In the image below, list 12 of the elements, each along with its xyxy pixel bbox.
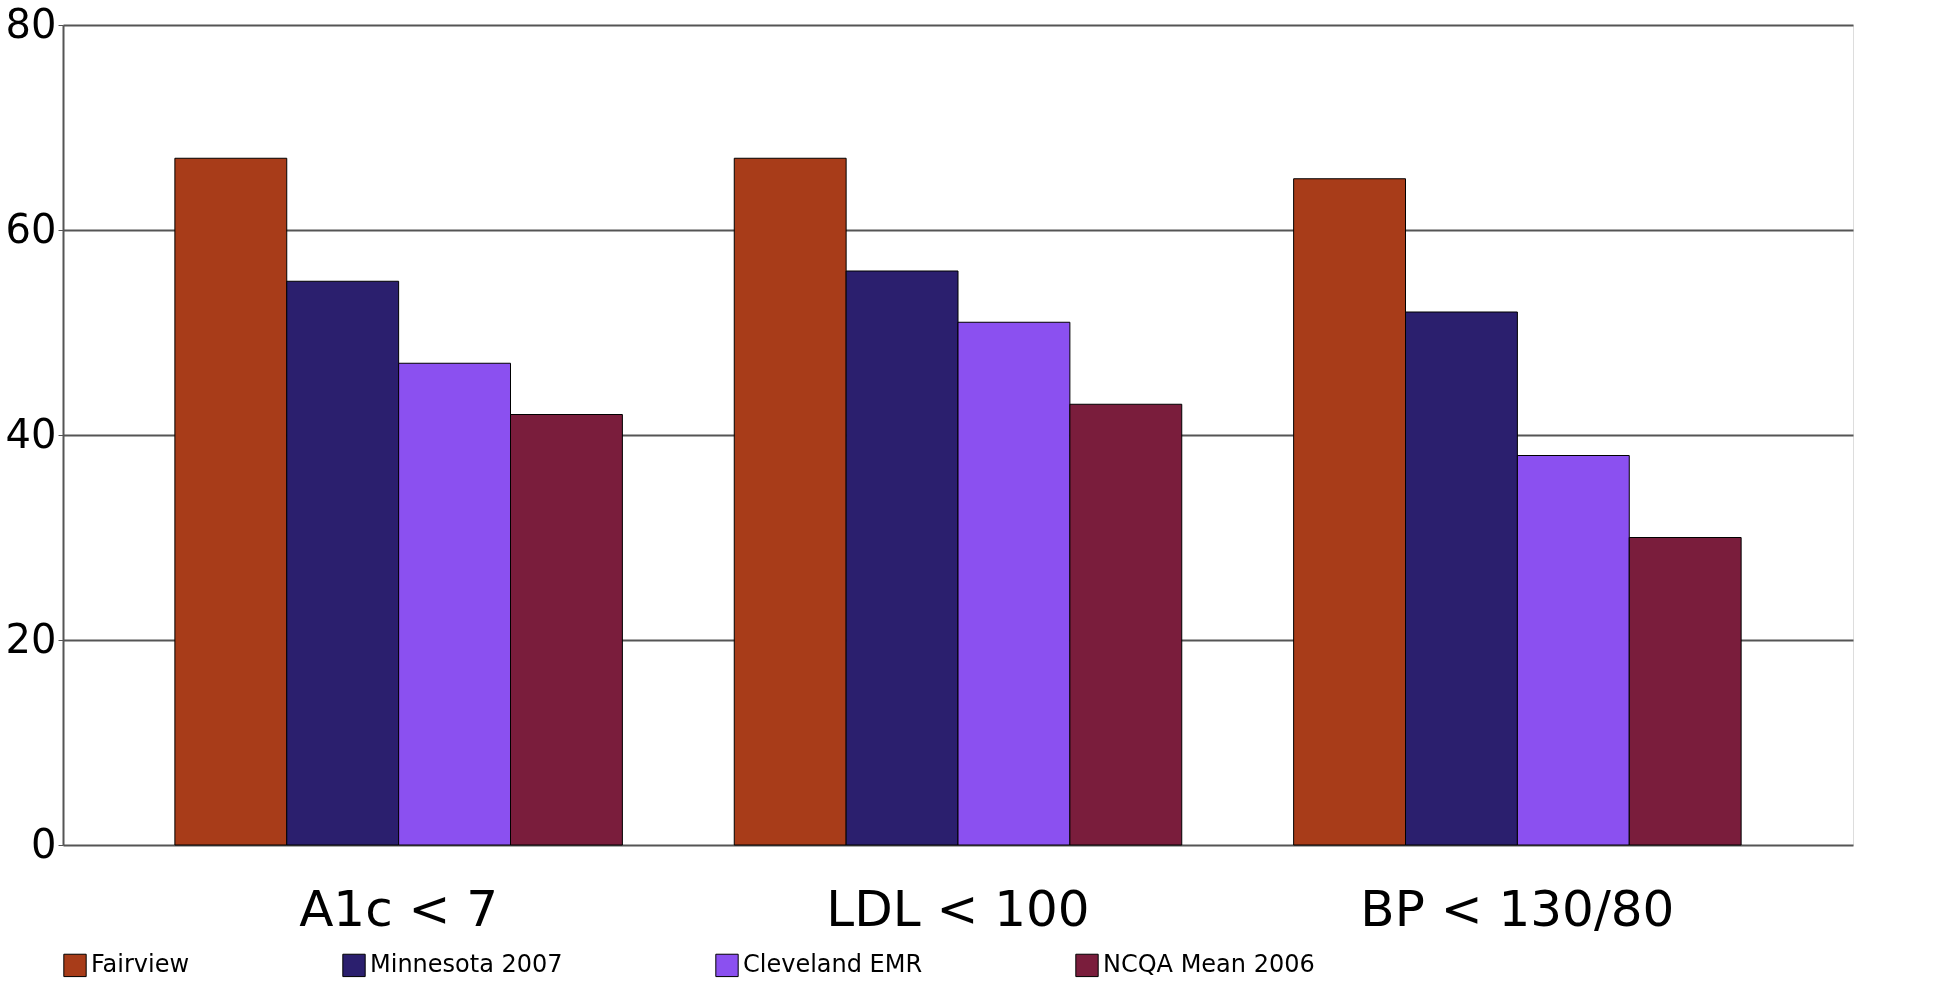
y-tick-label: 0 [31, 820, 57, 867]
y-tick-label: 80 [5, 0, 57, 47]
y-tick-label: 60 [5, 205, 57, 252]
legend-label: Minnesota 2007 [370, 950, 563, 979]
x-tick-label: A1c < 7 [299, 879, 499, 938]
legend-label: NCQA Mean 2006 [1103, 950, 1315, 979]
y-tick-label: 20 [5, 615, 57, 662]
legend-label: Fairview [91, 950, 190, 979]
y-tick-label: 40 [5, 410, 57, 457]
legend-label: Cleveland EMR [743, 950, 923, 979]
x-tick-label: BP < 130/80 [1360, 879, 1675, 938]
x-tick-label: LDL < 100 [826, 879, 1090, 938]
